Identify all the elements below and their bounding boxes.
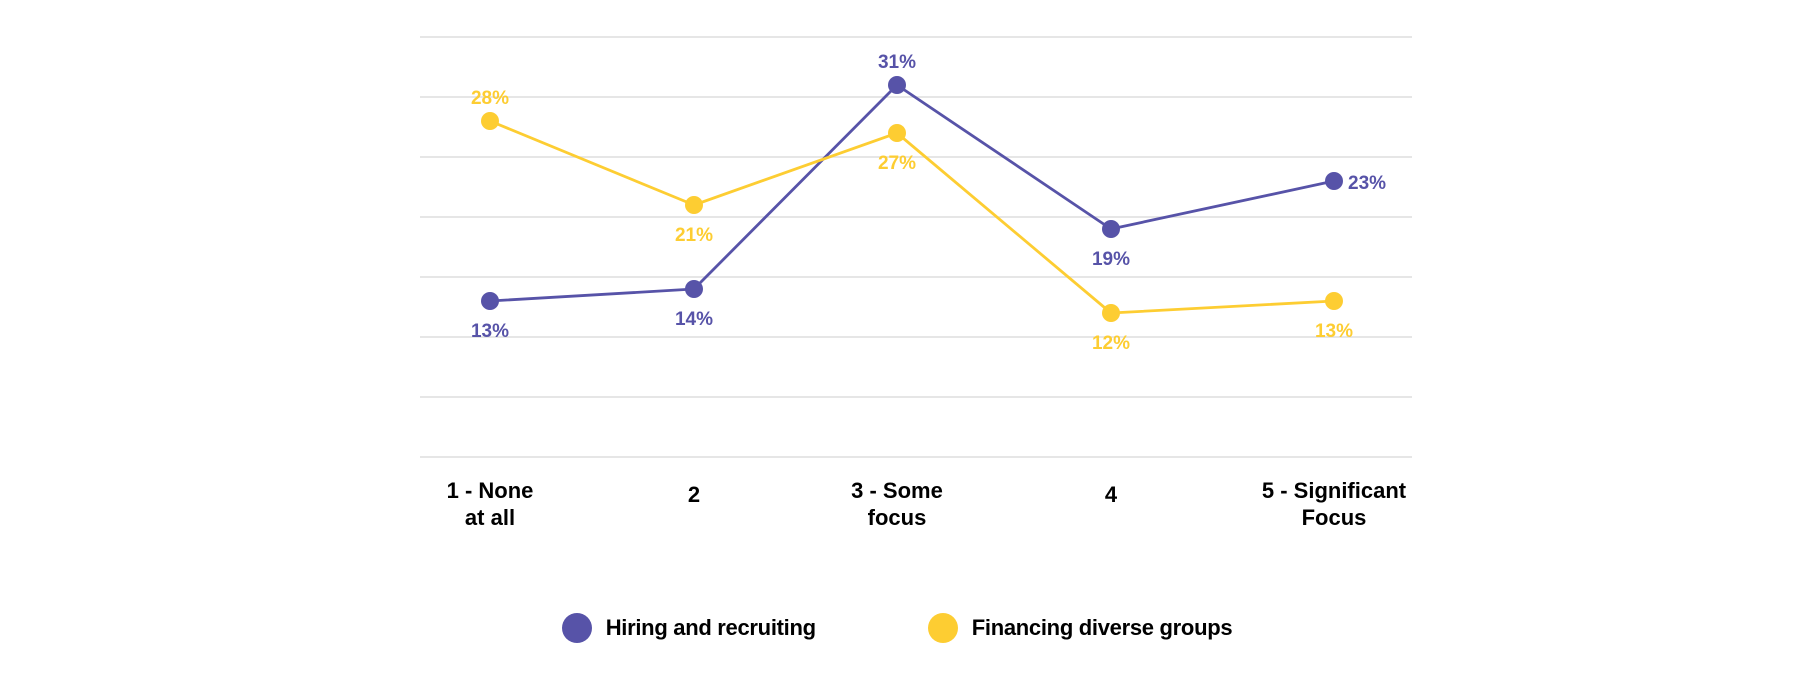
- data-label: 19%: [1092, 249, 1130, 270]
- data-point: [1102, 220, 1120, 238]
- data-label: 27%: [878, 153, 916, 174]
- data-label: 13%: [1315, 321, 1353, 342]
- data-label: 14%: [675, 309, 713, 330]
- legend-label-financing: Financing diverse groups: [971, 615, 1233, 640]
- x-tick-label: 1 - None at all: [447, 478, 534, 530]
- data-label: 23%: [1348, 173, 1386, 194]
- data-label: 21%: [675, 225, 713, 246]
- data-point: [1325, 292, 1343, 310]
- legend-item-hiring: Hiring and recruiting: [561, 613, 816, 643]
- x-tick-label: 5 - Significant Focus: [1262, 478, 1407, 530]
- data-point: [1325, 172, 1343, 190]
- data-point: [1102, 304, 1120, 322]
- data-point: [888, 76, 906, 94]
- data-label: 31%: [878, 52, 916, 73]
- legend-item-financing: Financing diverse groups: [927, 613, 1233, 643]
- data-label: 13%: [471, 321, 509, 342]
- x-tick-label: 3 - Some focus: [851, 478, 943, 530]
- series-line: [489, 83, 1335, 303]
- x-tick-label: 2: [688, 482, 700, 507]
- data-label: 28%: [471, 88, 509, 109]
- data-point: [888, 124, 906, 142]
- legend: Hiring and recruiting Financing diverse …: [0, 608, 1794, 648]
- data-point: [685, 280, 703, 298]
- data-label: 12%: [1092, 333, 1130, 354]
- legend-swatch-hiring: [561, 613, 592, 643]
- x-tick-label: 4: [1105, 482, 1118, 507]
- legend-label-hiring: Hiring and recruiting: [605, 615, 816, 640]
- legend-swatch-financing: [927, 613, 958, 643]
- data-point: [481, 112, 499, 130]
- data-point: [481, 292, 499, 310]
- data-point: [685, 196, 703, 214]
